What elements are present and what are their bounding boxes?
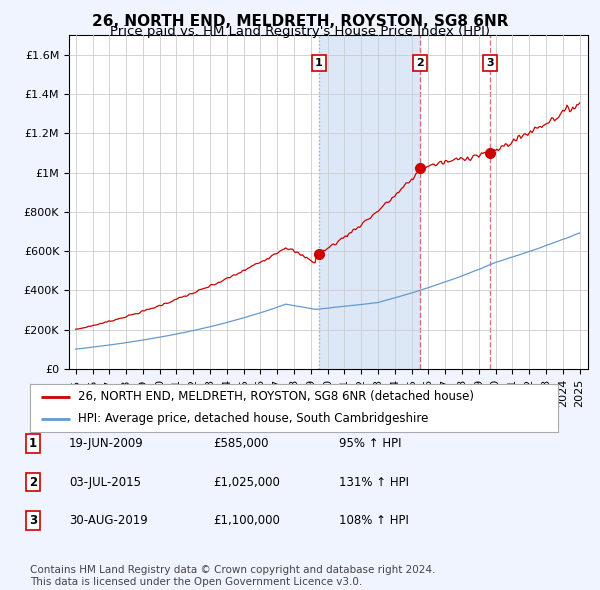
Text: 2: 2 [416, 58, 424, 68]
Text: £1,025,000: £1,025,000 [213, 476, 280, 489]
Text: 95% ↑ HPI: 95% ↑ HPI [339, 437, 401, 450]
Text: £585,000: £585,000 [213, 437, 269, 450]
Text: 131% ↑ HPI: 131% ↑ HPI [339, 476, 409, 489]
Text: 3: 3 [486, 58, 494, 68]
Text: 19-JUN-2009: 19-JUN-2009 [69, 437, 144, 450]
Text: 1: 1 [29, 437, 37, 450]
Text: 3: 3 [29, 514, 37, 527]
Text: 26, NORTH END, MELDRETH, ROYSTON, SG8 6NR (detached house): 26, NORTH END, MELDRETH, ROYSTON, SG8 6N… [77, 390, 473, 403]
Text: £1,100,000: £1,100,000 [213, 514, 280, 527]
Text: 1: 1 [315, 58, 323, 68]
Text: Price paid vs. HM Land Registry's House Price Index (HPI): Price paid vs. HM Land Registry's House … [110, 25, 490, 38]
Text: 03-JUL-2015: 03-JUL-2015 [69, 476, 141, 489]
Text: Contains HM Land Registry data © Crown copyright and database right 2024.
This d: Contains HM Land Registry data © Crown c… [30, 565, 436, 587]
Text: 2: 2 [29, 476, 37, 489]
Bar [319, 35, 420, 369]
Text: HPI: Average price, detached house, South Cambridgeshire: HPI: Average price, detached house, Sout… [77, 412, 428, 425]
Text: 108% ↑ HPI: 108% ↑ HPI [339, 514, 409, 527]
Text: 30-AUG-2019: 30-AUG-2019 [69, 514, 148, 527]
Text: 26, NORTH END, MELDRETH, ROYSTON, SG8 6NR: 26, NORTH END, MELDRETH, ROYSTON, SG8 6N… [92, 14, 508, 29]
